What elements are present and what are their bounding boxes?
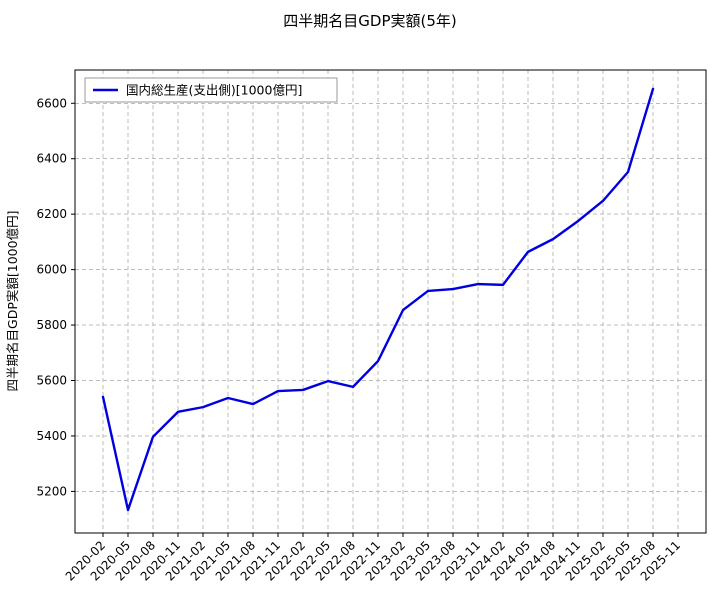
y-tick-label: 6200: [36, 207, 67, 221]
y-axis-label: 四半期名目GDP実額[1000億円]: [5, 211, 20, 392]
y-tick-label: 6600: [36, 96, 67, 110]
plot-area: [75, 70, 706, 533]
plot-frame: [74, 69, 707, 534]
y-tick-label: 5200: [36, 484, 67, 498]
y-tick-label: 6000: [36, 263, 67, 277]
gridlines: [75, 70, 706, 533]
chart-title: 四半期名目GDP実額(5年): [283, 12, 456, 30]
tick-marks: [71, 102, 679, 537]
gdp-line-series: [101, 87, 655, 512]
y-tick-label: 5600: [36, 374, 67, 388]
y-tick-label: 6400: [36, 152, 67, 166]
x-tick-labels: 2020-022020-052020-082020-112021-022021-…: [63, 538, 683, 583]
y-tick-label: 5800: [36, 318, 67, 332]
legend-label: 国内総生産(支出側)[1000億円]: [126, 83, 302, 98]
legend: 国内総生産(支出側)[1000億円]: [84, 77, 338, 103]
y-tick-label: 5400: [36, 429, 67, 443]
legend-box: [84, 77, 338, 103]
y-tick-labels: 5200 5400 5600 5800 6000 6200 6400 6600: [36, 96, 67, 498]
